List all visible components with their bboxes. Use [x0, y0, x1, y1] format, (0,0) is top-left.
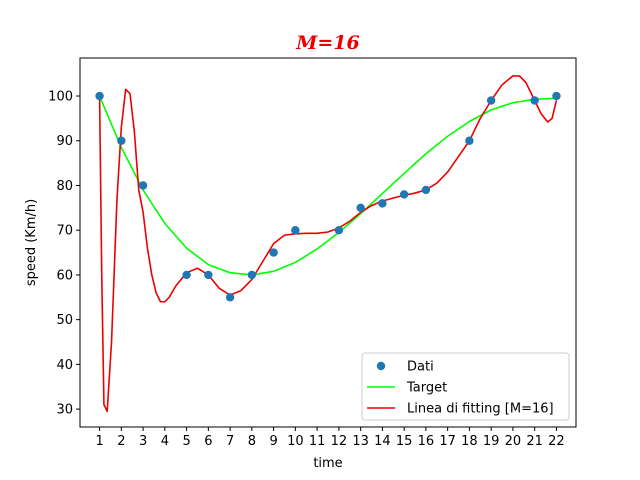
- x-axis-label: time: [313, 456, 342, 471]
- x-tick-label: 12: [331, 434, 348, 449]
- data-point: [204, 270, 213, 280]
- x-tick-label: 8: [248, 434, 256, 449]
- x-tick-label: 20: [505, 434, 522, 449]
- x-tick-label: 13: [352, 434, 369, 449]
- x-tick-label: 16: [418, 434, 435, 449]
- y-axis-label: speed (Km/h): [24, 199, 39, 286]
- x-tick-label: 2: [117, 434, 125, 449]
- chart-title: M=16: [295, 32, 359, 54]
- x-tick-label: 19: [483, 434, 500, 449]
- data-point: [182, 270, 191, 280]
- x-tick-label: 6: [204, 434, 212, 449]
- data-point: [334, 226, 344, 235]
- x-tick-label: 5: [182, 434, 190, 449]
- x-tick-label: 3: [139, 434, 147, 449]
- y-tick-label: 50: [56, 313, 73, 328]
- x-tick-label: 9: [269, 434, 277, 449]
- data-point: [552, 91, 561, 101]
- data-point: [421, 185, 431, 195]
- x-tick-label: 18: [461, 434, 478, 449]
- x-tick-label: 17: [439, 434, 456, 449]
- x-tick-label: 1: [95, 434, 103, 449]
- y-tick-label: 30: [56, 403, 73, 418]
- series-layer: [95, 75, 561, 413]
- y-tick-label: 60: [56, 268, 73, 283]
- y-tick-label: 40: [56, 358, 73, 373]
- data-point: [465, 136, 474, 145]
- x-tick-label: 4: [161, 434, 169, 449]
- data-point: [291, 226, 300, 235]
- x-tick-label: 11: [309, 434, 326, 449]
- data-point: [530, 96, 539, 105]
- x-axis: 1 2 3 4 5 6 7 8 9 10 11 12 13 14 15 16 17 18 19 20 21 22: [95, 427, 565, 449]
- legend: Dati Target Linea di fitting [M=16]: [361, 352, 570, 421]
- legend-entry-label: Linea di fitting [M=16]: [407, 402, 554, 417]
- legend-box: [361, 352, 570, 421]
- x-tick-label: 15: [396, 434, 413, 449]
- data-point: [95, 91, 104, 101]
- y-axis: 30 40 50 60 70 80 90 100: [48, 90, 80, 418]
- y-tick-label: 90: [56, 134, 73, 149]
- x-tick-label: 21: [526, 434, 543, 449]
- target-line: [98, 95, 557, 276]
- data-point: [486, 96, 496, 105]
- legend-marker-dati: [376, 361, 386, 371]
- data-point: [378, 199, 387, 208]
- x-tick-label: 14: [374, 434, 391, 449]
- data-point: [356, 203, 365, 213]
- y-tick-label: 100: [48, 90, 73, 105]
- data-point: [138, 181, 148, 190]
- x-tick-label: 22: [548, 434, 565, 449]
- x-tick-label: 10: [287, 434, 304, 449]
- data-point: [247, 270, 257, 280]
- data-point: [399, 190, 409, 199]
- legend-entry-label: Dati: [407, 360, 434, 375]
- legend-entry-label: Target: [406, 381, 447, 396]
- y-tick-label: 70: [56, 224, 73, 239]
- data-point: [117, 136, 126, 145]
- data-point: [225, 293, 235, 302]
- y-tick-label: 80: [56, 179, 73, 194]
- plot-frame: [79, 57, 577, 428]
- fitting-line: [98, 75, 558, 413]
- x-tick-label: 7: [226, 434, 234, 449]
- data-point: [269, 248, 278, 257]
